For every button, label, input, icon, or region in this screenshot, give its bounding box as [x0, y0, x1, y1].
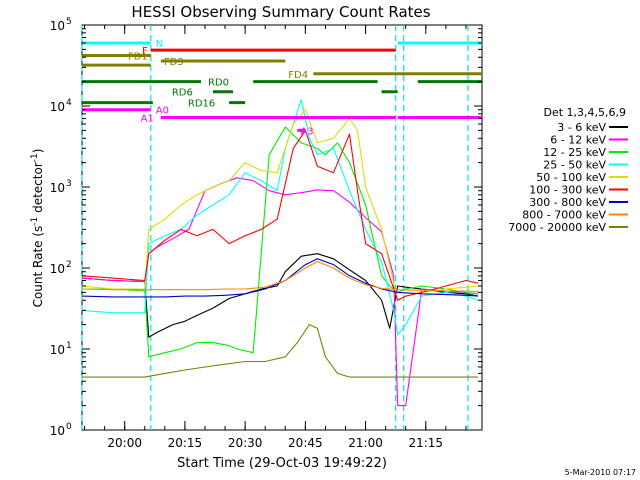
flag-label-7: RD0	[208, 78, 229, 89]
series-line-0	[81, 253, 479, 338]
flag-label-3: FD1	[128, 52, 148, 63]
flag-label-12: RD16	[188, 99, 215, 110]
series-line-1	[81, 177, 479, 407]
legend-label-4: 50 - 100 keV	[536, 171, 606, 184]
series-line-6	[81, 258, 479, 298]
series-line-7	[81, 261, 479, 293]
y-axis-label: Count Rate (s-1 detector-1)	[30, 149, 45, 308]
footer-timestamp: 5-Mar-2010 07:17	[565, 468, 636, 477]
series-layer	[81, 99, 479, 407]
y-tick-label-4: 10	[50, 100, 65, 114]
x-axis: 20:00 20:15 20:30 20:45 21:00 21:15	[84, 25, 467, 450]
y-tick-exp-4: 4	[66, 98, 72, 108]
series-line-5	[81, 129, 479, 301]
y-tick-label-3: 10	[50, 181, 65, 195]
y-tick-label-1: 10	[50, 343, 65, 357]
x-axis-label: Start Time (29-Oct-03 19:49:22)	[177, 456, 387, 471]
legend-label-2: 12 - 25 keV	[543, 146, 606, 159]
flag-label-15: A1	[141, 114, 154, 125]
x-tick-label-4: 21:00	[348, 436, 383, 450]
flag-label-0: N	[156, 39, 163, 50]
flag-label-4: FD3	[164, 57, 184, 68]
plot-frame	[81, 24, 483, 431]
legend-label-0: 3 - 6 keV	[557, 121, 606, 134]
legend-label-6: 300 - 800 keV	[529, 196, 606, 209]
x-tick-label-2: 20:30	[228, 436, 263, 450]
legend-label-8: 7000 - 20000 keV	[508, 221, 606, 234]
y-tick-exp-0: 0	[66, 422, 72, 432]
legend-label-1: 6 - 12 keV	[550, 134, 606, 147]
y-tick-label-5: 10	[50, 19, 65, 33]
y-axis-label-end: )	[31, 149, 45, 154]
y-tick-exp-1: 1	[66, 341, 72, 351]
legend-label-3: 25 - 50 keV	[543, 159, 606, 172]
series-line-3	[81, 99, 479, 336]
flag-label-6: FD4	[288, 70, 308, 81]
series-line-2	[82, 126, 479, 358]
y-tick-label-2: 10	[50, 262, 65, 276]
y-axis-label-sup2: -1	[30, 153, 40, 162]
annotation-layer	[81, 25, 469, 430]
flag-label-2: F	[142, 46, 148, 57]
x-tick-label-5: 21:15	[408, 436, 443, 450]
chart-title: HESSI Observing Summary Count Rates	[131, 3, 430, 21]
x-tick-label-3: 20:45	[288, 436, 323, 450]
flag-label-17: A3	[300, 126, 313, 137]
y-tick-exp-2: 2	[66, 260, 72, 270]
legend-title: Det 1,3,4,5,6,9	[543, 106, 626, 119]
flag-label-14: A0	[156, 106, 169, 117]
y-axis-label-tail: detector	[31, 162, 45, 217]
y-tick-label-0: 10	[50, 424, 65, 438]
legend-label-7: 800 - 7000 keV	[522, 209, 606, 222]
flag-label-10: RD6	[172, 88, 193, 99]
x-tick-label-1: 20:15	[168, 436, 203, 450]
legend-label-5: 100 - 300 keV	[529, 184, 606, 197]
y-tick-exp-3: 3	[66, 179, 72, 189]
y-axis-label-main: Count Rate (s	[31, 226, 45, 308]
x-tick-label-0: 20:00	[107, 436, 142, 450]
y-axis-label-sup: -1	[30, 217, 40, 226]
y-tick-exp-5: 5	[66, 17, 72, 27]
series-line-8	[82, 324, 478, 378]
